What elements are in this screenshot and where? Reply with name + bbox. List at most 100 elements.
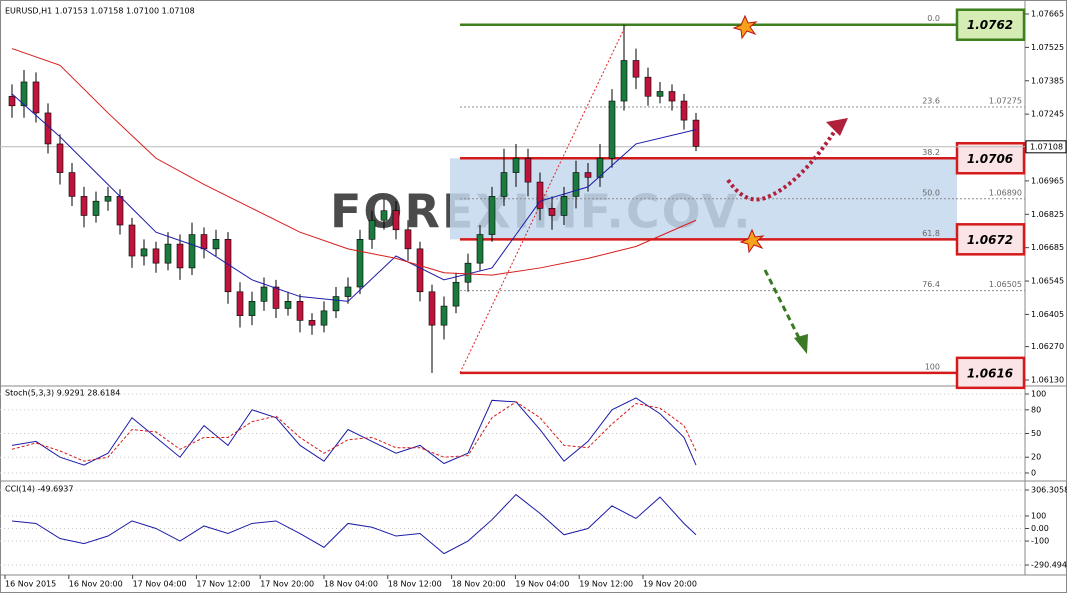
moving-average (11, 48, 697, 276)
candle-body (692, 119, 700, 147)
candle-body (260, 286, 268, 302)
candle-body (248, 301, 256, 316)
candle-body (392, 210, 400, 231)
fibo-level-label: 23.6 (922, 96, 940, 105)
level-box-label: 1.0616 (967, 366, 1013, 380)
x-tick-label: 18 Nov 12:00 (388, 580, 442, 589)
candle-body (368, 219, 376, 240)
candle-body (272, 286, 280, 309)
candle-body (632, 60, 640, 78)
candle-body (284, 301, 292, 309)
arrow-head (794, 334, 808, 354)
candle-body (188, 234, 196, 269)
candle-body (644, 76, 652, 97)
y-tick-label: 1.07525 (1031, 43, 1064, 52)
x-tick-label: 18 Nov 20:00 (452, 580, 506, 589)
indicator-title: Stoch(5,3,3) 9.9291 28.6184 (5, 389, 120, 398)
level-box (955, 223, 1026, 256)
y-tick-label: 100 (1031, 390, 1046, 399)
candle-body (476, 234, 484, 264)
fibo-level-label: 76.4 (922, 280, 940, 289)
y-tick-label: 1.07245 (1031, 110, 1064, 119)
y-tick-label: 100 (1031, 511, 1046, 520)
projection-arrow-up (726, 124, 840, 202)
y-tick-label: 1.06405 (1031, 310, 1064, 319)
candle-body (608, 100, 616, 159)
candle-body (524, 157, 532, 183)
projection-arrow-down (763, 269, 802, 341)
candle-body (104, 196, 112, 202)
fibo-level-label: 100 (925, 362, 940, 371)
last-price-label: 1.07108 (1030, 142, 1063, 151)
x-tick-label: 16 Nov 20:00 (69, 580, 123, 589)
candle-body (464, 262, 472, 283)
candle-body (92, 200, 100, 216)
x-tick-label: 17 Nov 04:00 (133, 580, 187, 589)
y-tick-label: 0.00 (1031, 524, 1049, 533)
x-tick-label: 17 Nov 20:00 (260, 580, 314, 589)
candle-body (320, 310, 328, 326)
y-tick-label: 50 (1031, 429, 1041, 438)
candle-body (488, 196, 496, 235)
candle-body (116, 196, 124, 226)
candle-body (572, 172, 580, 197)
candle-body (584, 172, 592, 178)
candle-body (548, 208, 556, 216)
candle-body (332, 296, 340, 312)
candle-body (500, 172, 508, 197)
candle-body (356, 239, 364, 288)
candle-body (536, 181, 544, 209)
y-tick-label: 1.07385 (1031, 76, 1064, 85)
indicator-line (11, 401, 697, 462)
candle-body (296, 301, 304, 321)
candle-body (596, 157, 604, 178)
y-tick-label: 80 (1031, 405, 1041, 414)
candle-body (620, 60, 628, 102)
level-box (955, 8, 1026, 41)
level-box (955, 356, 1026, 390)
fibo-price-label: 1.06505 (989, 280, 1022, 289)
fibo-level-label: 50.0 (922, 188, 940, 197)
annotations (726, 14, 848, 354)
candle-body (452, 281, 460, 307)
x-tick-label: 19 Nov 20:00 (643, 580, 697, 589)
fibo-price-label: 1.06890 (989, 188, 1022, 197)
level-box-label: 1.0706 (967, 152, 1013, 166)
y-tick-label: 1.06270 (1031, 342, 1064, 351)
candle-body (140, 248, 148, 257)
level-box (955, 142, 1026, 175)
candle-body (380, 210, 388, 221)
candle-body (32, 81, 40, 114)
indicator-line (11, 397, 697, 466)
y-tick-label: 1.06965 (1031, 176, 1064, 185)
hit-marker (739, 228, 765, 254)
y-tick-label: 0 (1031, 469, 1036, 478)
candle-body (152, 248, 160, 264)
candle-body (416, 248, 424, 293)
y-tick-label: 20 (1031, 453, 1041, 462)
x-tick-label: 19 Nov 12:00 (579, 580, 633, 589)
candle-body (344, 286, 352, 297)
main-layer: 0.0 1.0762 23.6 1.07275 38.2 1.0706 50.0 1.0689… (0, 8, 1026, 566)
candle-body (656, 91, 664, 97)
x-tick-label: 16 Nov 2015 (5, 580, 56, 589)
candle-body (404, 229, 412, 250)
candle-body (236, 291, 244, 316)
axes-layer: EURUSD,H1 1.07153 1.07158 1.07100 1.0710… (4, 7, 1067, 589)
x-tick-label: 17 Nov 12:00 (196, 580, 250, 589)
indicator-title: CCI(14) -49.6937 (5, 485, 73, 494)
y-tick-label: 1.06825 (1031, 210, 1064, 219)
arrow-head (826, 118, 848, 136)
candle-body (56, 143, 64, 173)
candle-body (68, 172, 76, 197)
candle-body (512, 157, 520, 173)
level-box-label: 1.0672 (967, 233, 1013, 247)
last-price-box (1025, 140, 1067, 154)
candle-body (440, 305, 448, 326)
fibo-level-label: 38.2 (922, 148, 940, 157)
level-box-label: 1.0762 (967, 18, 1013, 32)
candle-body (128, 224, 136, 257)
moving-average (11, 93, 697, 302)
